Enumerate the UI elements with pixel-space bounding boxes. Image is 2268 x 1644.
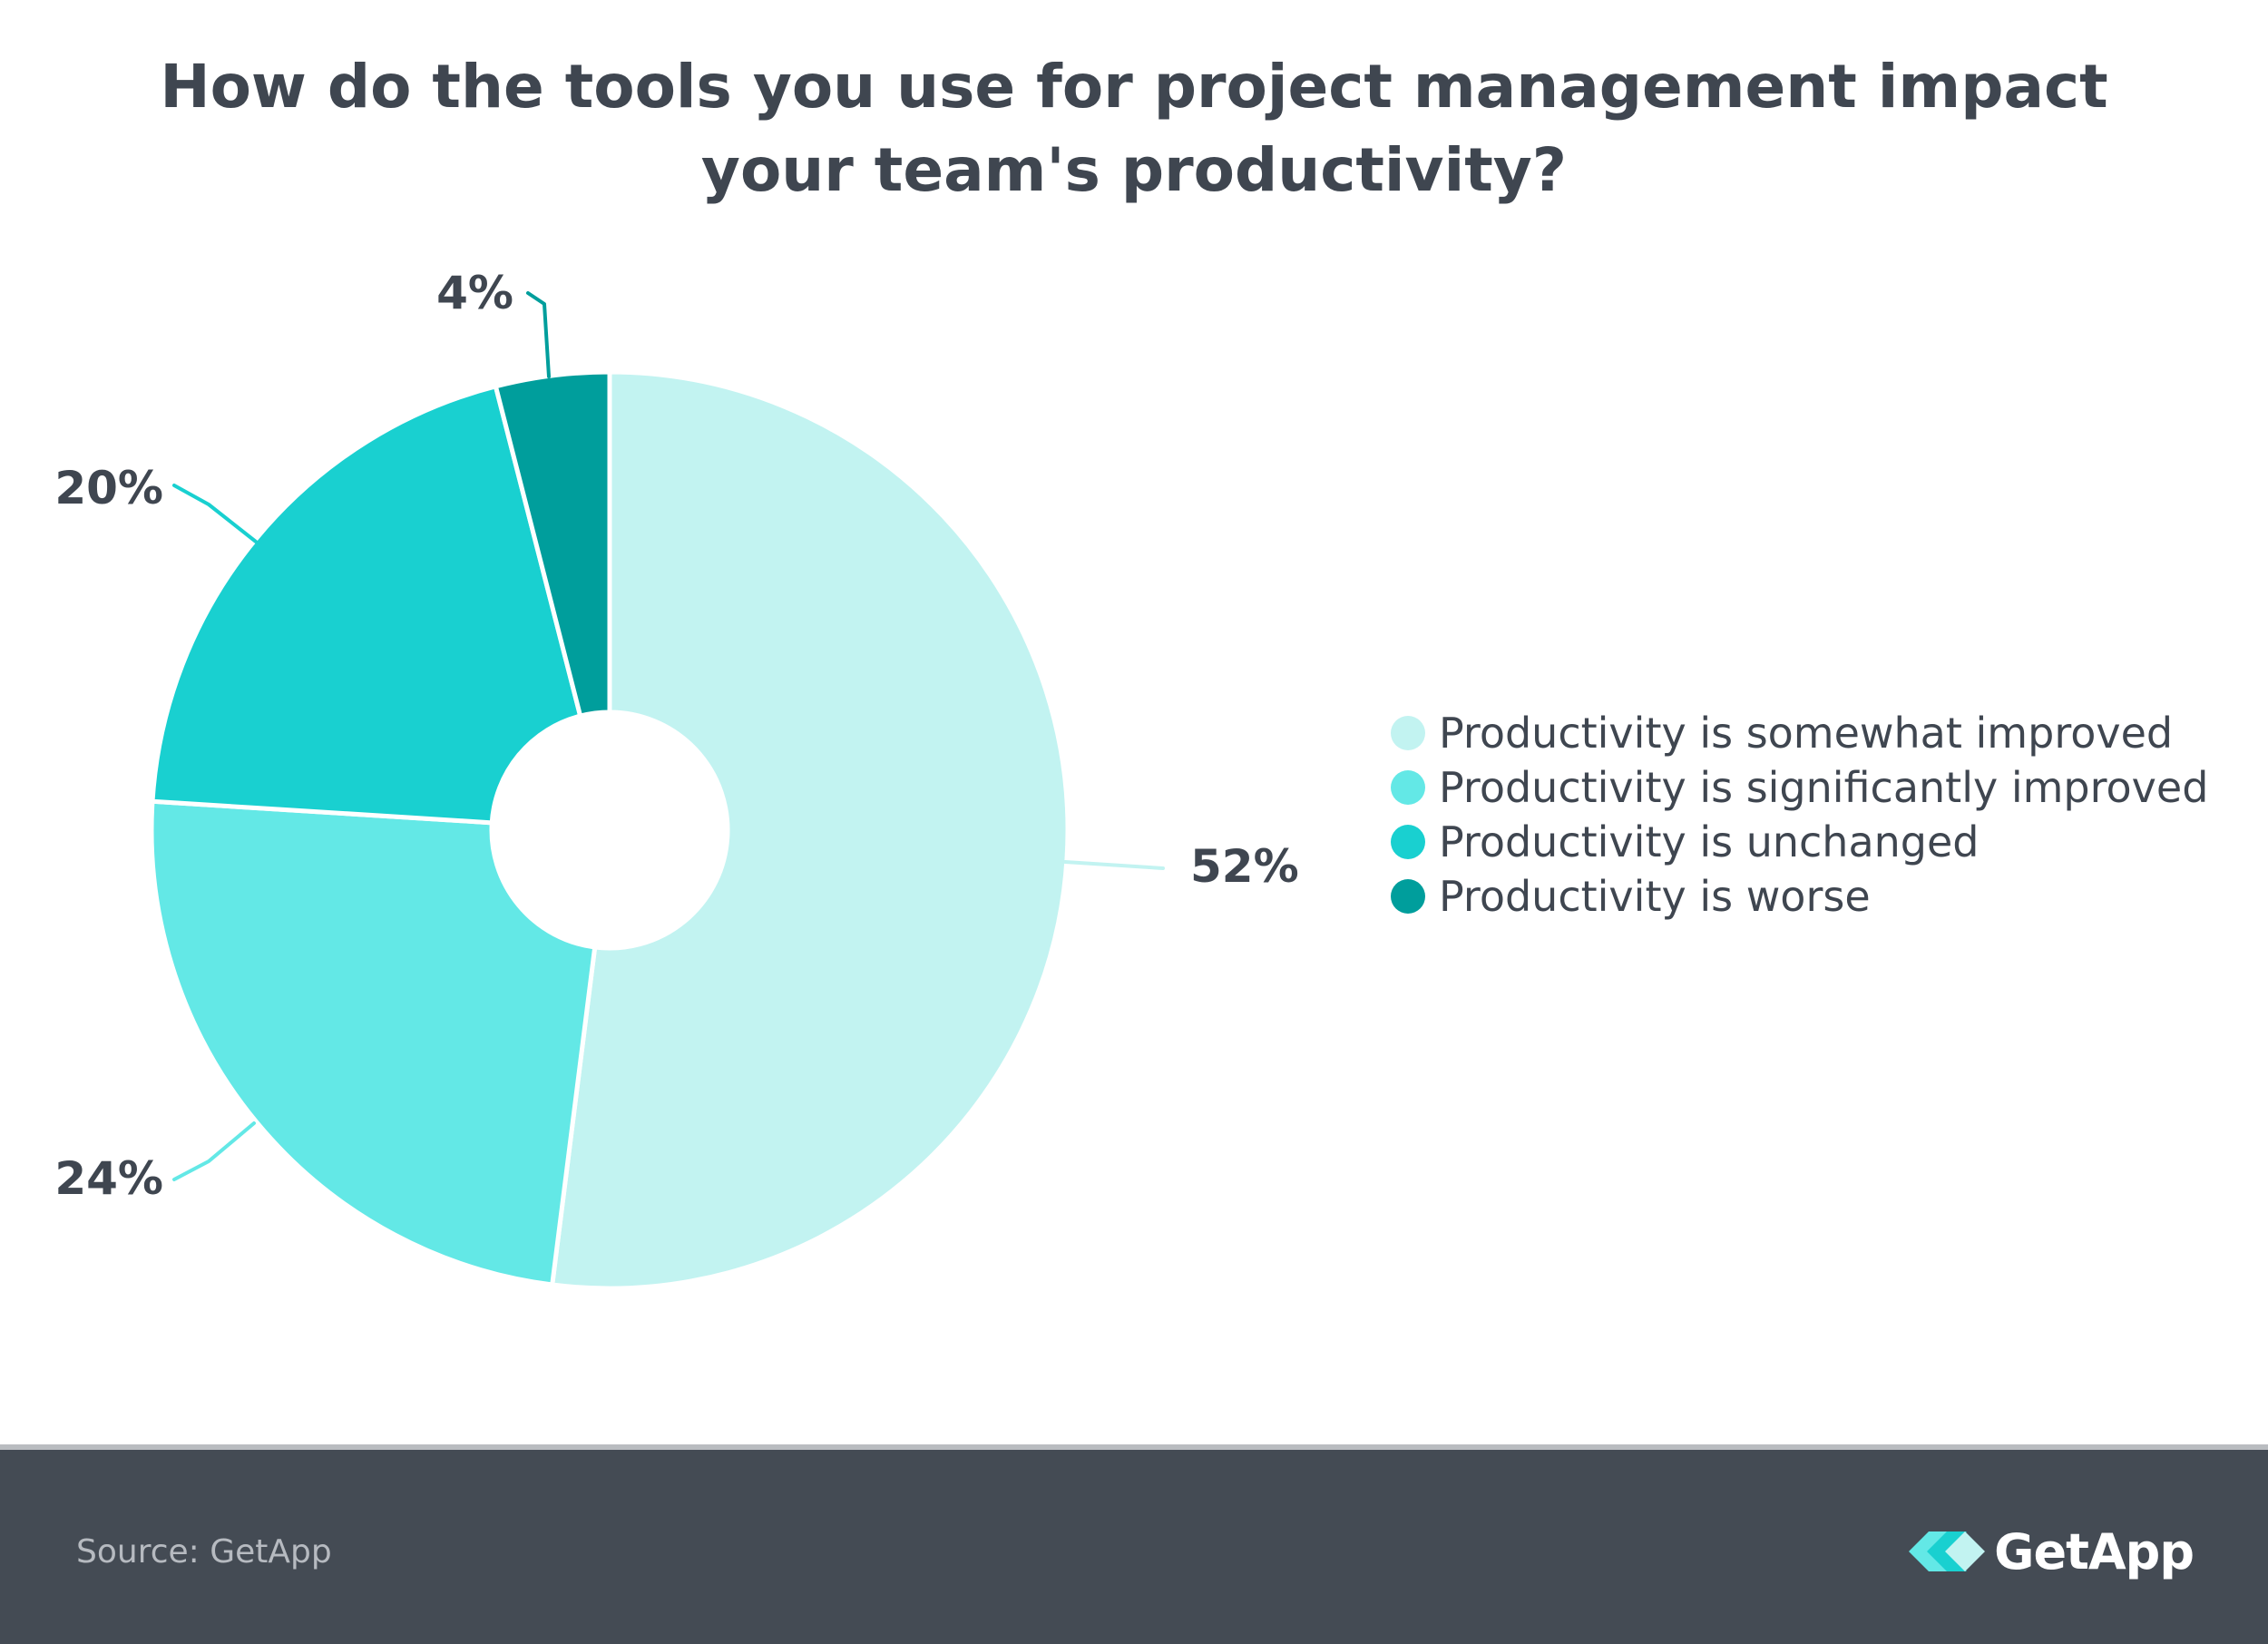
slice-productivity-is-worse [493,369,612,719]
getapp-chevrons-icon [1909,1531,1986,1571]
chart-title: How do the tools you use for project man… [160,52,2108,205]
slice-value-label: 24% [54,1152,163,1205]
slice-value-label: 4% [436,267,513,319]
legend-swatch [1391,716,1425,750]
legend-entry-label: Productivity is worse [1439,872,1871,921]
leader-line-productivity-is-unchanged [172,484,258,543]
slice-productivity-is-significantly-improved [149,798,598,1287]
slice-value-label: 52% [1190,840,1299,893]
legend-entry-label: Productivity is somewhat improved [1439,709,2173,758]
legend-entry-label: Productivity is significantly improved [1439,763,2208,812]
slices-layer [149,369,1070,1291]
slice-labels-layer: 52% 24% 20% 4% [54,267,1298,1205]
logo-text: GetApp [1994,1522,2195,1580]
donut-chart: 52% 24% 20% 4% Productivity is somewhat imp… [54,267,2209,1291]
slice-productivity-is-unchanged [150,384,583,826]
footer-bar: Source: GetApp GetApp [0,1444,2268,1644]
getapp-logo: GetApp [1909,1515,2195,1588]
leader-lines-layer [172,291,1165,1181]
legend-entry-label: Productivity is unchanged [1439,817,1979,866]
legend-swatch [1391,770,1425,805]
source-note: Source: GetApp [76,1533,332,1571]
slice-value-label: 20% [54,462,163,514]
leader-line-productivity-is-significantly-improved [172,1121,256,1181]
slice-productivity-is-somewhat-improved [550,369,1070,1291]
leader-line-productivity-is-worse [526,291,551,378]
legend: Productivity is somewhat improved Product… [1391,709,2208,921]
legend-swatch [1391,825,1425,859]
leader-line-productivity-is-somewhat-improved [1063,860,1165,870]
legend-swatch [1391,879,1425,914]
